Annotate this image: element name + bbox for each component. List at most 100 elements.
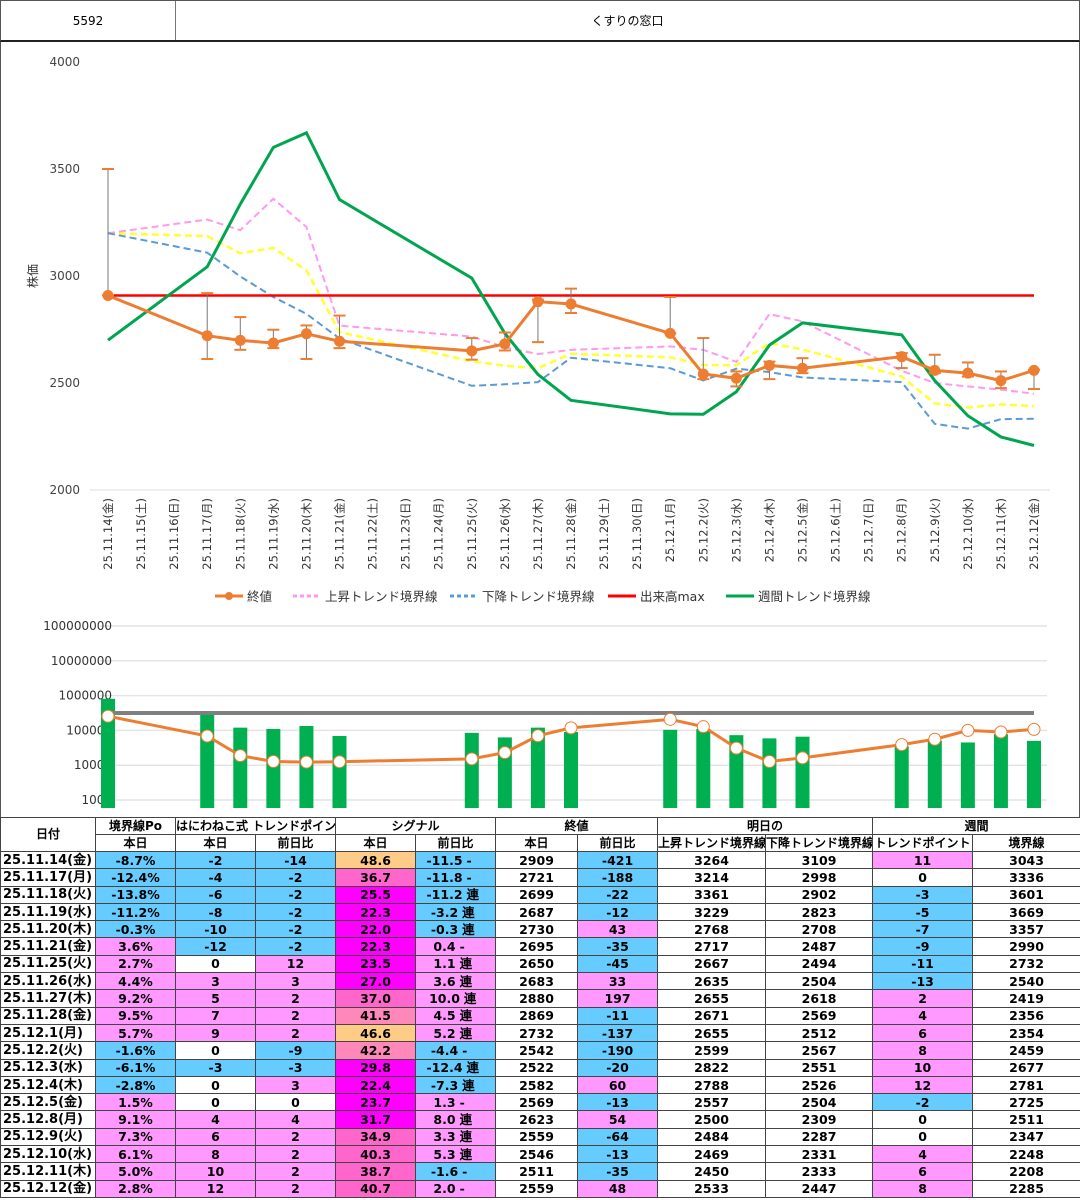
lower-line-value: 2504 (801, 973, 837, 989)
lower-line-value: 2569 (801, 1008, 837, 1024)
cell-signal: 37.0 (335, 989, 416, 1008)
cell-upper-line: 2533 (657, 1179, 767, 1198)
legend-label: 終値 (247, 589, 272, 604)
volume-average-point (564, 721, 578, 735)
volume-average-point (961, 723, 975, 737)
cell-signal-diff: 5.2 連 (414, 1023, 497, 1043)
lower-line-value: 2333 (801, 1163, 837, 1179)
volume-bar (564, 731, 578, 808)
close-diff-value: 48 (608, 1181, 627, 1197)
date-value: 25.11.25(火) (3, 956, 93, 972)
cell-weekly-line: 2540 (972, 972, 1080, 991)
signal-value: 22.3 (360, 904, 391, 920)
volume-bar (101, 698, 115, 808)
title-bar: 5592 くすりの窓口 (0, 0, 1080, 42)
company-name: くすりの窓口 (591, 14, 664, 28)
trend-point-diff-value: -9 (288, 1042, 303, 1058)
close-point (532, 296, 544, 308)
x-tick-label: 25.12.7(日) (862, 498, 876, 562)
cell-close-diff: -137 (577, 1023, 659, 1043)
volume-average-point (200, 729, 214, 743)
close-point (466, 345, 478, 357)
cell-lower-line: 2309 (765, 1110, 874, 1129)
table-row: 25.11.17(月) -12.4% -4 -2 36.7 -11.8- 2721 -188 3… (0, 868, 1080, 887)
x-tick-label: 25.12.11(木) (994, 498, 1008, 570)
cell-po: -2.8% (95, 1075, 176, 1095)
cell-close: 2695 (495, 937, 579, 956)
weekly-trend-point-value: 12 (913, 1077, 932, 1093)
lower-line-value: 2447 (801, 1181, 837, 1197)
cell-weekly-trend-point: 4 (872, 1006, 974, 1025)
lower-line-value: 2504 (801, 1094, 837, 1110)
cell-po: -8.7% (95, 850, 176, 870)
date-value: 25.11.14(金) (3, 852, 93, 868)
close-value: 2582 (519, 1077, 554, 1093)
lower-line-value: 2526 (801, 1077, 837, 1093)
cell-close: 2880 (495, 989, 579, 1008)
cell-weekly-trend-point: -11 (872, 954, 974, 974)
x-tick-label: 25.11.18(火) (233, 498, 247, 570)
cell-close: 2730 (495, 920, 579, 939)
cell-close-diff: 48 (577, 1179, 659, 1198)
x-tick-label: 25.12.9(火) (928, 498, 942, 562)
x-tick-label: 25.11.22(土) (366, 498, 380, 570)
upper-line-value: 2822 (694, 1060, 729, 1076)
cell-po: 9.2% (95, 989, 176, 1008)
weekly-line-value: 2459 (1009, 1042, 1044, 1058)
volume-average-point (233, 749, 247, 763)
lower-line-value: 3109 (801, 852, 837, 868)
x-tick-label: 25.11.27(木) (531, 498, 545, 570)
cell-close: 2869 (495, 1006, 579, 1025)
po-value: 7.3% (118, 1129, 153, 1145)
volume-average-point (762, 754, 776, 768)
signal-value: 38.7 (360, 1163, 391, 1179)
cell-weekly-line: 3043 (972, 850, 1080, 870)
table-row: 25.12.11(木) 5.0% 10 2 38.7 -1.6- 2511 -35 2450 23… (0, 1162, 1080, 1181)
cell-po: 6.1% (95, 1145, 176, 1164)
signal-mark: 連 (459, 1112, 473, 1128)
cell-trend-point-diff: -2 (255, 885, 336, 904)
cell-lower-line: 2287 (765, 1127, 874, 1147)
cell-lower-line: 2333 (765, 1162, 874, 1181)
volume-bar (762, 738, 777, 808)
close-diff-value: -188 (601, 869, 634, 885)
cell-date: 25.11.25(火) (0, 954, 96, 974)
cell-close: 2582 (495, 1075, 579, 1095)
weekly-line-value: 2540 (1009, 973, 1044, 989)
close-value: 2909 (519, 852, 554, 868)
cell-close: 2683 (495, 972, 579, 991)
cell-signal-diff: -11.5- (414, 850, 497, 870)
cell-close-diff: -20 (577, 1058, 659, 1077)
date-value: 25.11.18(火) (3, 887, 93, 903)
signal-value: 22.0 (360, 921, 391, 937)
date-value: 25.11.28(金) (3, 1008, 93, 1024)
cell-signal-diff: -12.4 連 (414, 1058, 497, 1077)
cell-signal-diff: 3.3 連 (414, 1127, 497, 1147)
po-value: 2.7% (118, 956, 153, 972)
signal-mark: 連 (466, 887, 480, 903)
cell-upper-line: 2469 (657, 1145, 767, 1164)
cell-weekly-line: 2347 (972, 1127, 1080, 1147)
signal-diff-value: 4.5 (433, 1008, 456, 1024)
volume-average-point (729, 741, 743, 755)
cell-signal-diff: 1.3- (414, 1093, 497, 1112)
cell-signal: 25.5 (335, 885, 416, 904)
po-value: 9.1% (118, 1112, 153, 1128)
series-midline (107, 231, 1035, 409)
cell-upper-line: 2484 (657, 1127, 767, 1147)
signal-value: 34.9 (360, 1129, 391, 1145)
weekly-line-value: 2725 (1009, 1094, 1044, 1110)
cell-trend-point-diff: 2 (255, 1127, 336, 1147)
cell-po: 9.1% (95, 1110, 176, 1129)
cell-date: 25.11.28(金) (0, 1006, 96, 1025)
po-value: 3.6% (118, 939, 153, 955)
trend-point-value: 0 (211, 956, 220, 972)
trend-point-diff-value: -14 (284, 852, 307, 868)
date-value: 25.11.17(月) (3, 869, 93, 885)
x-tick-label: 25.11.20(木) (299, 498, 313, 570)
signal-mark: 連 (459, 1008, 473, 1024)
sub-today: 本日 (335, 834, 416, 852)
table-row: 25.11.27(木) 9.2% 5 2 37.0 10.0 連 2880 197 2655 261… (0, 989, 1080, 1008)
cell-close-diff: -11 (577, 1006, 659, 1025)
trend-point-value: 8 (211, 1146, 220, 1162)
